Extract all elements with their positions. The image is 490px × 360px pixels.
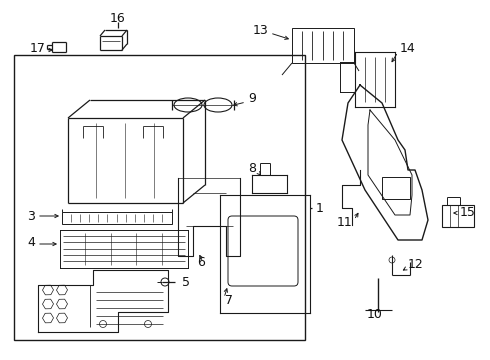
Text: 15: 15 — [460, 206, 476, 219]
FancyBboxPatch shape — [228, 216, 298, 286]
Bar — [442, 205, 474, 227]
Text: 10: 10 — [367, 309, 383, 321]
Bar — [292, 28, 354, 63]
Text: 13: 13 — [252, 23, 268, 36]
Text: 12: 12 — [408, 258, 424, 271]
Text: 14: 14 — [400, 41, 416, 54]
Text: 7: 7 — [225, 293, 233, 306]
Text: 5: 5 — [182, 275, 190, 288]
Text: 4: 4 — [27, 235, 35, 248]
Text: 6: 6 — [197, 256, 205, 269]
Text: 8: 8 — [248, 162, 256, 175]
Text: 9: 9 — [248, 91, 256, 104]
Ellipse shape — [204, 98, 232, 112]
Text: 3: 3 — [27, 210, 35, 222]
Text: 1: 1 — [316, 202, 324, 215]
Ellipse shape — [174, 98, 202, 112]
Text: 16: 16 — [110, 12, 126, 24]
Text: 11: 11 — [336, 216, 352, 229]
Bar — [14, 55, 305, 340]
Bar — [382, 177, 410, 199]
Bar — [62, 212, 172, 224]
Text: 17: 17 — [30, 41, 46, 54]
